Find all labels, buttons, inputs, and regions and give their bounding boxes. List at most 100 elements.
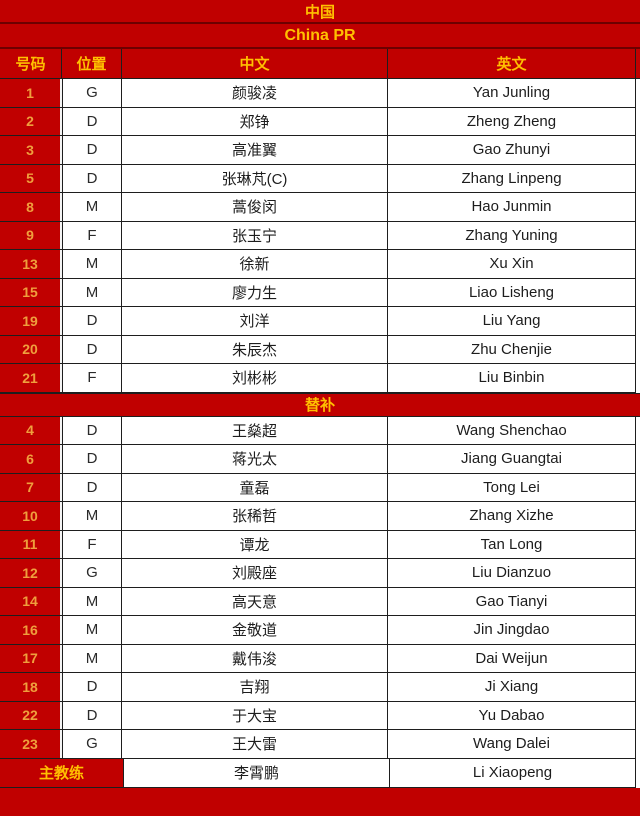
player-name-cn-cell: 蒋光太	[122, 445, 388, 473]
player-position-cell: D	[62, 335, 122, 363]
player-name-cn-cell: 金敬道	[122, 616, 388, 644]
team-name-cn-band: 中国	[0, 0, 640, 24]
player-row: 11 F 谭龙 Tan Long	[0, 530, 636, 559]
player-name-cn-cell: 王大雷	[122, 730, 388, 758]
player-name-en-cell: Zhu Chenjie	[388, 335, 636, 363]
player-number-cell: 12	[0, 559, 62, 587]
player-position-cell: M	[62, 587, 122, 615]
player-name-en-cell: Liu Dianzuo	[388, 559, 636, 587]
player-number-cell: 17	[0, 644, 62, 672]
coach-name-en-cell: Li Xiaopeng	[390, 758, 636, 787]
player-number-cell: 21	[0, 364, 62, 392]
player-row: 23 G 王大雷 Wang Dalei	[0, 730, 636, 759]
player-name-cn-cell: 高准翼	[122, 136, 388, 164]
player-name-cn-cell: 廖力生	[122, 278, 388, 306]
player-name-en-cell: Jiang Guangtai	[388, 445, 636, 473]
player-name-en-cell: Yan Junling	[388, 79, 636, 107]
player-position-cell: D	[62, 673, 122, 701]
player-row: 1 G 颜骏凌 Yan Junling	[0, 79, 636, 108]
player-name-en-cell: Xu Xin	[388, 250, 636, 278]
player-number-cell: 14	[0, 587, 62, 615]
player-name-en-cell: Liu Yang	[388, 307, 636, 335]
player-position-cell: D	[62, 473, 122, 501]
player-row: 20 D 朱辰杰 Zhu Chenjie	[0, 335, 636, 364]
player-row: 3 D 高准翼 Gao Zhunyi	[0, 136, 636, 165]
column-header-english: 英文	[388, 49, 636, 78]
player-number-cell: 4	[0, 416, 62, 444]
player-position-cell: D	[62, 445, 122, 473]
player-name-cn-cell: 郑铮	[122, 107, 388, 135]
player-row: 15 M 廖力生 Liao Lisheng	[0, 278, 636, 307]
player-name-en-cell: Gao Tianyi	[388, 587, 636, 615]
player-row: 16 M 金敬道 Jin Jingdao	[0, 616, 636, 645]
player-name-en-cell: Zhang Xizhe	[388, 502, 636, 530]
player-number-cell: 19	[0, 307, 62, 335]
player-name-en-cell: Gao Zhunyi	[388, 136, 636, 164]
player-position-cell: F	[62, 364, 122, 392]
player-position-cell: M	[62, 616, 122, 644]
player-name-en-cell: Wang Dalei	[388, 730, 636, 758]
column-header-filler	[636, 49, 640, 78]
coach-label-cell: 主教练	[0, 758, 124, 787]
player-name-en-cell: Yu Dabao	[388, 701, 636, 729]
player-name-cn-cell: 高天意	[122, 587, 388, 615]
column-header-chinese: 中文	[122, 49, 388, 78]
player-row: 14 M 高天意 Gao Tianyi	[0, 587, 636, 616]
player-name-cn-cell: 于大宝	[122, 701, 388, 729]
player-number-cell: 10	[0, 502, 62, 530]
player-number-cell: 9	[0, 221, 62, 249]
player-name-cn-cell: 朱辰杰	[122, 335, 388, 363]
player-name-cn-cell: 蒿俊闵	[122, 193, 388, 221]
column-header-number: 号码	[0, 49, 62, 78]
player-row: 18 D 吉翔 Ji Xiang	[0, 673, 636, 702]
coach-name-cn-cell: 李霄鹏	[124, 758, 390, 787]
player-position-cell: D	[62, 136, 122, 164]
player-number-cell: 15	[0, 278, 62, 306]
player-name-cn-cell: 颜骏凌	[122, 79, 388, 107]
player-number-cell: 16	[0, 616, 62, 644]
bottom-red-band	[0, 787, 640, 816]
player-row: 9 F 张玉宁 Zhang Yuning	[0, 221, 636, 250]
player-name-en-cell: Liu Binbin	[388, 364, 636, 392]
player-number-cell: 3	[0, 136, 62, 164]
player-number-cell: 1	[0, 79, 62, 107]
player-name-cn-cell: 徐新	[122, 250, 388, 278]
player-row: 12 G 刘殿座 Liu Dianzuo	[0, 559, 636, 588]
player-name-en-cell: Liao Lisheng	[388, 278, 636, 306]
player-name-en-cell: Tong Lei	[388, 473, 636, 501]
column-header-position: 位置	[62, 49, 122, 78]
player-number-cell: 8	[0, 193, 62, 221]
player-name-en-cell: Tan Long	[388, 530, 636, 558]
player-number-cell: 6	[0, 445, 62, 473]
player-position-cell: M	[62, 250, 122, 278]
player-row: 21 F 刘彬彬 Liu Binbin	[0, 364, 636, 393]
player-name-en-cell: Dai Weijun	[388, 644, 636, 672]
starters-section: 1 G 颜骏凌 Yan Junling 2 D 郑铮 Zheng Zheng 3…	[0, 79, 636, 393]
player-row: 17 M 戴伟浚 Dai Weijun	[0, 644, 636, 673]
player-position-cell: G	[62, 559, 122, 587]
player-row: 19 D 刘洋 Liu Yang	[0, 307, 636, 336]
player-name-en-cell: Hao Junmin	[388, 193, 636, 221]
player-name-cn-cell: 戴伟浚	[122, 644, 388, 672]
player-name-cn-cell: 吉翔	[122, 673, 388, 701]
player-position-cell: M	[62, 193, 122, 221]
substitutes-section: 4 D 王燊超 Wang Shenchao 6 D 蒋光太 Jiang Guan…	[0, 416, 636, 759]
player-position-cell: D	[62, 307, 122, 335]
column-header-row: 号码 位置 中文 英文	[0, 49, 640, 79]
player-name-en-cell: Zhang Yuning	[388, 221, 636, 249]
team-name-en-band: China PR	[0, 24, 640, 49]
player-position-cell: G	[62, 79, 122, 107]
player-name-cn-cell: 张玉宁	[122, 221, 388, 249]
player-number-cell: 5	[0, 164, 62, 192]
substitutes-band: 替补	[0, 392, 640, 417]
player-name-en-cell: Ji Xiang	[388, 673, 636, 701]
player-number-cell: 23	[0, 730, 62, 758]
player-number-cell: 22	[0, 701, 62, 729]
player-name-en-cell: Wang Shenchao	[388, 416, 636, 444]
player-row: 5 D 张琳芃(C) Zhang Linpeng	[0, 164, 636, 193]
player-position-cell: M	[62, 644, 122, 672]
player-name-cn-cell: 刘殿座	[122, 559, 388, 587]
player-position-cell: M	[62, 278, 122, 306]
player-number-cell: 18	[0, 673, 62, 701]
